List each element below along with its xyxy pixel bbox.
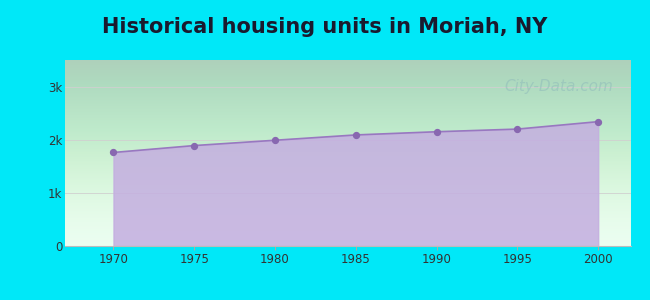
Point xyxy=(109,150,119,155)
Point xyxy=(593,119,603,124)
Point xyxy=(350,133,361,137)
Point xyxy=(189,143,200,148)
Point xyxy=(270,138,280,142)
Text: City-Data.com: City-Data.com xyxy=(504,79,614,94)
Point xyxy=(512,127,523,131)
Text: Historical housing units in Moriah, NY: Historical housing units in Moriah, NY xyxy=(102,17,548,37)
Point xyxy=(432,129,442,134)
